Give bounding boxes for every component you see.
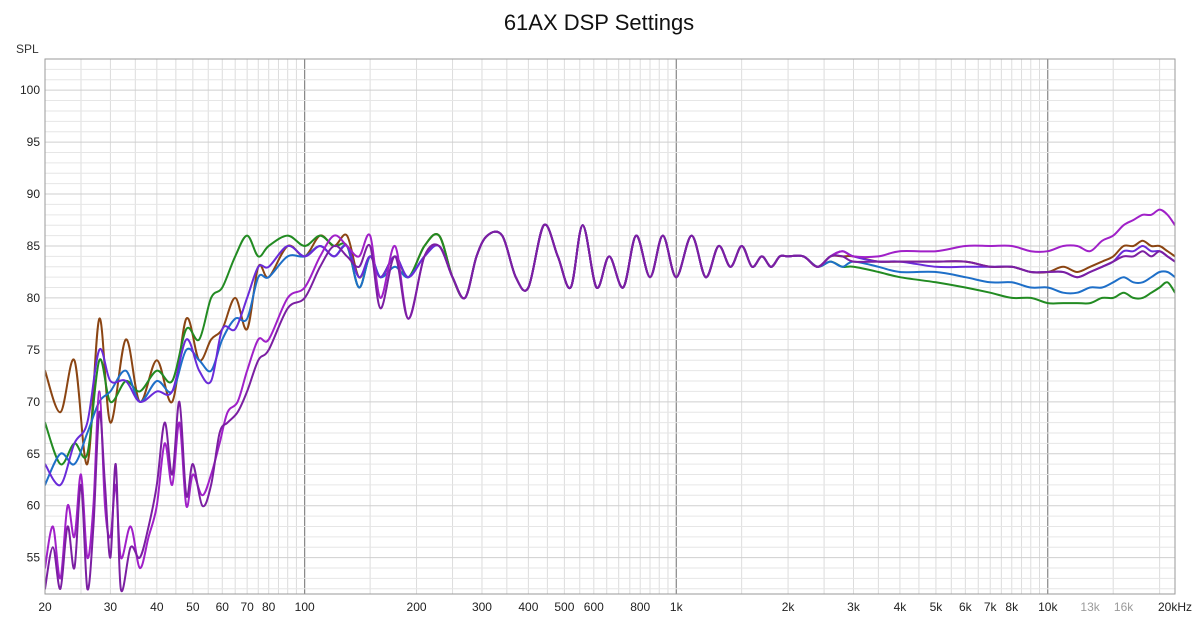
series-line-2: [45, 223, 1175, 466]
x-tick-label: 3k: [847, 600, 861, 614]
x-tick-label: 70: [240, 600, 254, 614]
x-tick-label: 5k: [930, 600, 944, 614]
x-axis-ticks: 20 30 40 50 60 70 80 100 200 300 400 500 600 800 1k 2k 3…: [38, 600, 1192, 614]
x-tick-label: 4k: [894, 600, 908, 614]
x-tick-label: 500: [554, 600, 574, 614]
x-tick-label: 8k: [1005, 600, 1019, 614]
x-tick-label: 10k: [1038, 600, 1058, 614]
y-axis-ticks: 100 95 90 85 80 75 70 65 60 55: [20, 83, 40, 564]
x-tick-label: 400: [518, 600, 538, 614]
x-tick-label: 60: [216, 600, 230, 614]
x-tick-label: 100: [295, 600, 315, 614]
y-tick-label: 80: [27, 291, 41, 305]
series-layer: [45, 208, 1175, 593]
x-tick-label: 7k: [984, 600, 998, 614]
chart-title: 61AX DSP Settings: [504, 10, 694, 35]
x-tick-label: 30: [104, 600, 118, 614]
series-line-6: [45, 223, 1175, 593]
x-tick-label: 13k: [1080, 600, 1100, 614]
x-tick-label: 300: [472, 600, 492, 614]
y-tick-label: 100: [20, 83, 40, 97]
x-tick-label: 200: [407, 600, 427, 614]
x-tick-label: 6k: [959, 600, 973, 614]
plot-frame: [44, 58, 1176, 595]
x-tick-label: 80: [262, 600, 276, 614]
x-tick-label: 16k: [1114, 600, 1134, 614]
x-tick-label: 800: [630, 600, 650, 614]
x-tick-label: 20kHz: [1158, 600, 1192, 614]
x-tick-label: 1k: [670, 600, 684, 614]
series-line-5: [45, 208, 1175, 580]
y-tick-label: 55: [27, 551, 41, 565]
grid: [44, 58, 1175, 594]
x-tick-label: 20: [38, 600, 52, 614]
y-tick-label: 70: [27, 395, 41, 409]
y-tick-label: 65: [27, 447, 41, 461]
y-tick-label: 90: [27, 187, 41, 201]
y-axis-label: SPL: [16, 42, 39, 56]
series-line-3: [45, 223, 1175, 486]
y-tick-label: 75: [27, 343, 41, 357]
y-tick-label: 95: [27, 135, 41, 149]
x-tick-label: 50: [186, 600, 200, 614]
series-line-4: [45, 223, 1175, 487]
series-line-1: [45, 223, 1175, 466]
x-tick-label: 600: [584, 600, 604, 614]
x-tick-label: 40: [150, 600, 164, 614]
x-tick-label: 2k: [782, 600, 796, 614]
y-tick-label: 85: [27, 239, 41, 253]
y-tick-label: 60: [27, 499, 41, 513]
